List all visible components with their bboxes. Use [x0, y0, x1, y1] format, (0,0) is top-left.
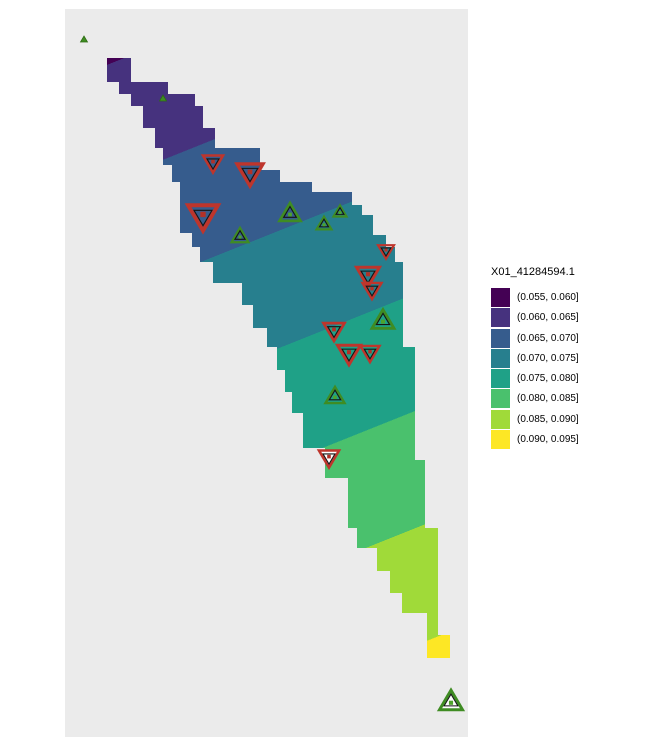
heat-tile-row [180, 192, 352, 205]
green-up-triangle-marker [158, 94, 168, 102]
heat-tile-row [180, 205, 362, 215]
red-down-triangle-marker [376, 244, 396, 261]
heat-tile-row [427, 613, 438, 635]
heat-tile-row [377, 548, 438, 571]
legend-key-label: (0.075, 0.080] [517, 373, 579, 385]
legend-item: (0.080, 0.085] [491, 389, 641, 409]
heat-tile-row [325, 460, 425, 478]
heat-tile-row [253, 305, 403, 328]
red-down-triangle-marker [321, 321, 347, 344]
legend-key-swatch [491, 308, 510, 328]
green-up-triangle-marker [323, 384, 347, 405]
heat-tile-row [285, 370, 415, 392]
legend-key-swatch [491, 288, 510, 307]
heat-tile-row [172, 170, 280, 182]
legend-key-label: (0.055, 0.060] [517, 292, 579, 303]
red-down-triangle-marker [184, 203, 222, 235]
heat-tile-row [390, 571, 438, 593]
heat-band [107, 58, 450, 658]
green-up-triangle-marker [229, 225, 251, 244]
heat-tile-row [427, 635, 450, 658]
green-up-triangle-marker [314, 214, 334, 231]
legend-key-swatch [491, 328, 510, 348]
legend-key-label: (0.065, 0.070] [517, 332, 579, 344]
heat-tile-row [180, 182, 312, 192]
heat-tile-row [192, 235, 386, 247]
legend-key-label: (0.085, 0.090] [517, 413, 579, 425]
green-up-triangle-marker [331, 203, 349, 218]
legend-items: (0.055, 0.060] (0.060, 0.065] (0.065, 0.07… [491, 288, 641, 450]
heat-tile-row [292, 392, 415, 413]
green-up-triangle-marker [277, 200, 303, 223]
green-up-triangle-marker [79, 35, 89, 43]
red-down-triangle-marker [316, 449, 342, 471]
heat-tile-row [402, 593, 438, 613]
heat-tile-row [303, 413, 415, 448]
heat-tile-row [107, 58, 131, 82]
heat-tile-row [348, 478, 425, 528]
legend: X01_41284594.1 (0.055, 0.060] (0.060, 0.0… [491, 266, 641, 450]
legend-key-label: (0.060, 0.065] [517, 312, 579, 324]
red-down-triangle-marker [234, 162, 266, 190]
green-up-triangle-marker [436, 687, 466, 712]
heat-tile-row [155, 128, 215, 148]
green-up-triangle-marker [369, 306, 397, 330]
legend-key-swatch [491, 430, 510, 450]
legend-key-label: (0.090, 0.095] [517, 434, 579, 446]
red-down-triangle-marker [200, 154, 226, 176]
heat-tile-row [242, 283, 403, 305]
legend-key-swatch [491, 409, 510, 429]
heat-tile-row [200, 247, 395, 262]
red-down-triangle-marker [360, 281, 384, 302]
legend-item: (0.075, 0.080] [491, 369, 641, 389]
legend-key-swatch [491, 348, 510, 368]
heat-tile-row [143, 106, 203, 128]
legend-key-label: (0.070, 0.075] [517, 352, 579, 364]
heat-tile-row [325, 448, 415, 460]
heat-tile-row [357, 528, 438, 548]
legend-item: (0.060, 0.065] [491, 308, 641, 328]
legend-item: (0.055, 0.060] [491, 288, 641, 307]
red-down-triangle-marker [353, 265, 383, 290]
legend-item: (0.090, 0.095] [491, 430, 641, 450]
legend-key-label: (0.080, 0.085] [517, 393, 579, 405]
heat-tile-row [192, 233, 373, 235]
legend-item: (0.070, 0.075] [491, 348, 641, 368]
heat-tile-row [119, 82, 168, 94]
red-down-triangle-marker [358, 344, 382, 365]
legend-item: (0.065, 0.070] [491, 328, 641, 348]
legend-title: X01_41284594.1 [491, 266, 575, 278]
legend-key-swatch [491, 369, 510, 389]
legend-item: (0.085, 0.090] [491, 409, 641, 429]
red-down-triangle-marker [334, 343, 364, 368]
marker-layer [79, 35, 466, 712]
legend-key-swatch [491, 389, 510, 409]
